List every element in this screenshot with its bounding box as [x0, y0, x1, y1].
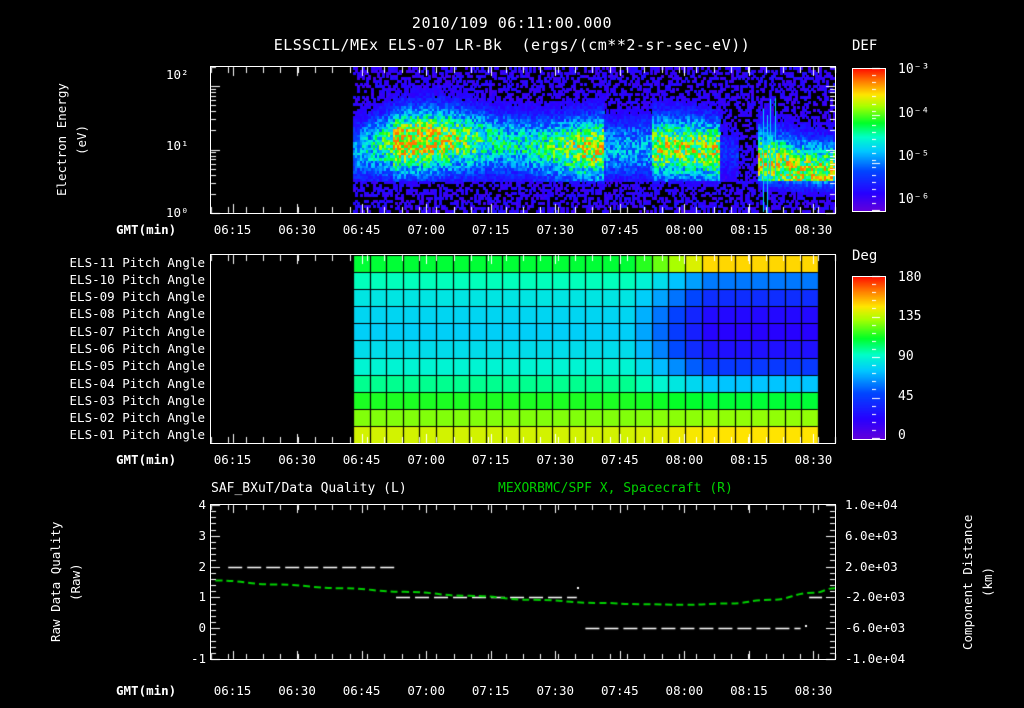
spectrogram-image — [211, 67, 835, 213]
pitch-angle-row-label-7: ELS-07 Pitch Angle — [69, 323, 205, 339]
pitch-angle-row-label-3: ELS-03 Pitch Angle — [69, 392, 205, 408]
pitch-angle-row-label-6: ELS-06 Pitch Angle — [69, 341, 205, 356]
pitch-angle-row-label-11: ELS-11 Pitch Angle — [69, 254, 205, 270]
xtick-label-0645: 06:45 — [342, 452, 381, 467]
def-colorbar-label-1e-3: 10⁻³ — [898, 62, 930, 77]
xtick-label-0815: 08:15 — [730, 452, 768, 467]
bottom-panel-subtitle-right: MEXORBMC/SPF X, Spacecraft (R) — [498, 481, 733, 496]
xtick-label-0815: 08:15 — [730, 222, 768, 237]
def-colorbar-label-1e-6: 10⁻⁶ — [898, 192, 930, 207]
xtick-label-0800: 08:00 — [665, 683, 704, 698]
pitch-angle-row-label-1: ELS-01 Pitch Angle — [69, 427, 205, 443]
xtick-label-0700: 07:00 — [407, 222, 445, 237]
pitch-angle-row-label-5: ELS-05 Pitch Angle — [69, 358, 205, 374]
xtick-label-0630: 06:30 — [278, 683, 316, 698]
data-quality-plot — [211, 505, 835, 659]
deg-colorbar-label-180: 180 — [898, 270, 922, 285]
def-colorbar-title: DEF — [852, 38, 878, 54]
xtick-label-0730: 07:30 — [536, 222, 575, 237]
spectrogram-ytick-1e2: 10² — [166, 67, 189, 82]
xtick-label-0615: 06:15 — [213, 683, 252, 698]
spectrogram-ytick-1e0: 10⁰ — [166, 205, 189, 220]
ytick-left-1: 1 — [198, 589, 206, 605]
xtick-label-0615: 06:15 — [213, 222, 252, 237]
xtick-label-0730: 07:30 — [536, 683, 575, 698]
xtick-label-0715: 07:15 — [471, 683, 510, 698]
ytick-right-0: 1.0e+04 — [845, 497, 898, 512]
plot-title-datetime: 2010/109 06:11:00.000 — [411, 14, 613, 32]
xtick-label-0800: 08:00 — [665, 452, 704, 467]
deg-colorbar-label-90: 90 — [898, 349, 914, 364]
xtick-label-0615: 06:15 — [213, 452, 252, 467]
ytick-left-2: 2 — [198, 558, 206, 574]
plot-title-dataset: ELSSCIL/MEx ELS-07 LR-Bk (ergs/(cm**2-sr… — [273, 36, 751, 54]
def-colorbar-label-1e-5: 10⁻⁵ — [898, 149, 930, 164]
xtick-label-0715: 07:15 — [471, 222, 510, 237]
data-quality-y-axis-label-right: Component Distance (km) — [960, 514, 995, 650]
xtick-label-0830: 08:30 — [794, 452, 833, 467]
spectrogram-y-axis-label: Electron Energy (eV) — [54, 83, 89, 197]
deg-colorbar-label-135: 135 — [898, 309, 922, 324]
pitch-angle-row-label-2: ELS-02 Pitch Angle — [69, 410, 205, 426]
ytick-left-4: 4 — [198, 497, 206, 512]
def-colorbar-label-1e-4: 10⁻⁴ — [898, 106, 930, 121]
xtick-label-0830: 08:30 — [794, 683, 833, 698]
xtick-label-0745: 07:45 — [600, 683, 639, 698]
ytick-left-neg1: -1 — [190, 651, 206, 666]
def-colorbar-ticks — [872, 67, 886, 211]
xtick-label-0830: 08:30 — [794, 222, 833, 237]
pitch-angle-row-label-10: ELS-10 Pitch Angle — [69, 271, 205, 287]
xtick-label-0815: 08:15 — [730, 683, 768, 698]
ytick-right-4: -6.0e+03 — [845, 620, 906, 636]
xtick-label-0700: 07:00 — [407, 683, 445, 698]
ytick-left-0: 0 — [198, 620, 206, 636]
ytick-right-2: 2.0e+03 — [845, 558, 898, 574]
pitch-angle-x-axis-label: GMT(min) — [116, 452, 177, 467]
xtick-label-0730: 07:30 — [536, 452, 575, 467]
xtick-label-0645: 06:45 — [342, 683, 381, 698]
pitch-angle-row-label-4: ELS-04 Pitch Angle — [69, 375, 205, 391]
xtick-label-0630: 06:30 — [278, 452, 316, 467]
ytick-left-3: 3 — [198, 527, 206, 543]
pitch-angle-image — [211, 255, 835, 443]
spectrogram-ytick-1e1: 10¹ — [166, 138, 189, 153]
data-quality-y-axis-label-left: Raw Data Quality (Raw) — [48, 521, 83, 643]
xtick-label-0715: 07:15 — [471, 452, 510, 467]
ytick-right-3: -2.0e+03 — [845, 589, 906, 605]
xtick-label-0745: 07:45 — [600, 452, 639, 467]
xtick-label-0800: 08:00 — [665, 222, 704, 237]
xtick-label-0645: 06:45 — [342, 222, 381, 237]
xtick-label-0745: 07:45 — [600, 222, 639, 237]
deg-colorbar-ticks — [872, 275, 886, 439]
spectrogram-x-axis-label: GMT(min) — [116, 222, 177, 237]
deg-colorbar-label-0: 0 — [898, 428, 906, 443]
ytick-right-5: -1.0e+04 — [845, 651, 906, 666]
xtick-label-0630: 06:30 — [278, 222, 316, 237]
deg-colorbar-label-45: 45 — [898, 389, 914, 404]
ytick-right-1: 6.0e+03 — [845, 527, 898, 543]
pitch-angle-row-labels: ELS-11 Pitch Angle ELS-10 Pitch Angle ELS-… — [30, 254, 205, 444]
deg-colorbar-title: Deg — [852, 248, 878, 264]
data-quality-x-axis-label: GMT(min) — [116, 683, 177, 698]
bottom-panel-subtitle-left: SAF_BXuT/Data Quality (L) — [211, 481, 407, 496]
pitch-angle-row-label-8: ELS-08 Pitch Angle — [69, 306, 205, 322]
xtick-label-0700: 07:00 — [407, 452, 445, 467]
pitch-angle-row-label-9: ELS-09 Pitch Angle — [69, 289, 205, 305]
